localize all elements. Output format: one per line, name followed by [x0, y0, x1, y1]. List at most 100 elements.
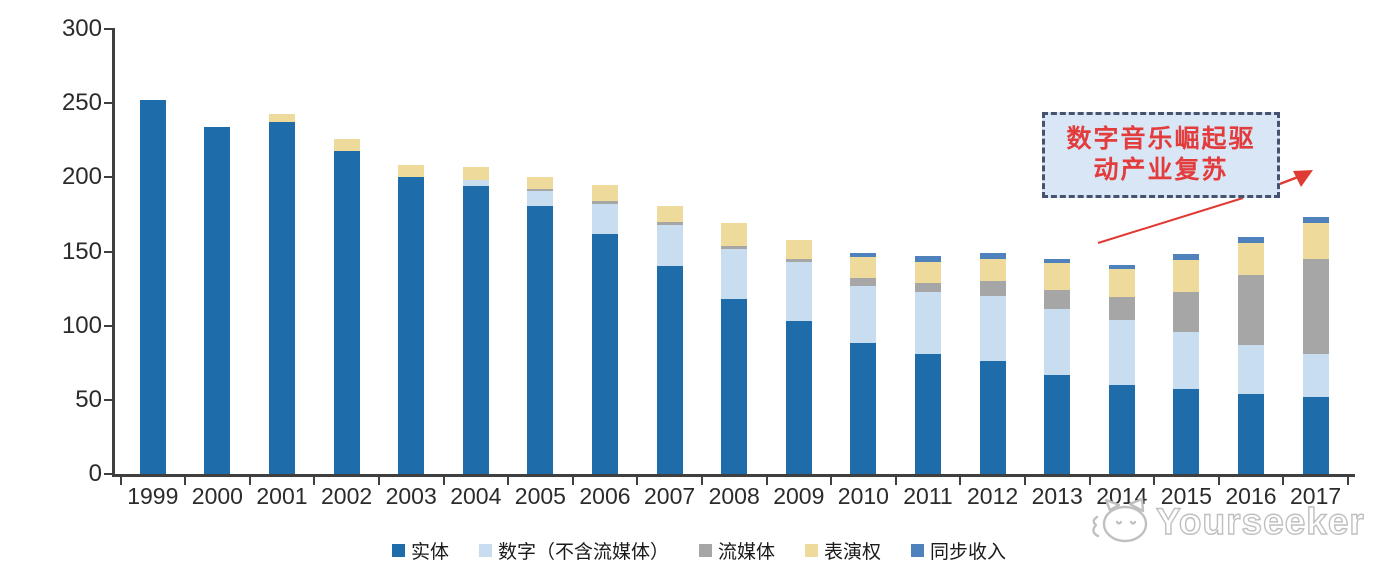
bar-segment-2013-performance-rights [1044, 263, 1071, 291]
x-category-label: 2005 [514, 483, 566, 509]
bar-segment-2017-physical [1302, 396, 1329, 474]
annotation-text-line2: 动产业复苏 [1093, 157, 1229, 184]
watermark: Yourseeker [1088, 498, 1365, 546]
bar-segment-2002-performance-rights [333, 138, 360, 151]
bar-segment-2011-performance-rights [915, 261, 941, 283]
bar-segment-2017-sync-income [1302, 217, 1329, 224]
x-tick [1153, 477, 1156, 485]
bar-segment-2017-streaming [1302, 258, 1329, 354]
bar-segment-2014-streaming [1108, 297, 1135, 320]
bar-segment-2011-digital-excl-streaming [915, 291, 941, 354]
y-tick [104, 324, 113, 327]
annotation-callout-box: 数字音乐崛起驱 动产业复苏 [1042, 112, 1280, 198]
y-tick-label: 250 [61, 89, 102, 117]
x-category-label: 2007 [644, 483, 696, 509]
x-category-label: 2010 [837, 483, 889, 509]
legend-label-sync-income: 同步收入 [930, 542, 1007, 563]
bar-segment-2011-physical [915, 353, 941, 474]
bar-segment-2006-digital-excl-streaming [592, 204, 618, 234]
x-tick [765, 477, 768, 485]
bar-segment-2009-physical [785, 321, 812, 474]
bar-segment-2008-streaming [721, 245, 748, 249]
y-tick [104, 473, 113, 475]
x-category-label: 2016 [1225, 483, 1277, 509]
x-category-label: 2003 [385, 483, 437, 509]
legend-item-performance-rights: 表演权 [805, 537, 881, 564]
bar-segment-2004-digital-excl-streaming [462, 180, 489, 187]
x-category-label: 2009 [773, 483, 825, 509]
bar-segment-2012-sync-income [979, 252, 1006, 259]
y-tick [104, 398, 113, 401]
chart-legend: 实体 数字（不含流媒体） 流媒体 表演权 同步收入 [0, 537, 1398, 564]
x-tick [184, 477, 187, 485]
bar-segment-2016-sync-income [1238, 236, 1264, 243]
bar-segment-2008-physical [721, 298, 748, 474]
bar-segment-2011-sync-income [915, 255, 941, 262]
bar-segment-2015-sync-income [1173, 254, 1200, 261]
bar-segment-2007-digital-excl-streaming [656, 224, 683, 267]
legend-item-digital-excl-streaming: 数字（不含流媒体） [478, 537, 669, 564]
y-tick-label: 200 [61, 163, 102, 191]
legend-item-physical: 实体 [391, 537, 449, 564]
bar-segment-2015-physical [1173, 389, 1200, 474]
y-tick [104, 28, 113, 30]
bar-segment-2015-performance-rights [1173, 260, 1200, 292]
x-tick [119, 477, 122, 485]
x-tick [507, 477, 510, 485]
x-tick [377, 477, 380, 485]
legend-label-streaming: 流媒体 [717, 542, 775, 563]
bar-segment-2017-digital-excl-streaming [1302, 353, 1329, 397]
x-tick [313, 477, 316, 485]
x-tick [1217, 477, 1220, 485]
bar-segment-2012-physical [979, 361, 1006, 474]
legend-marker-performance-rights-icon [805, 544, 818, 557]
x-category-label: 1999 [127, 483, 179, 509]
legend-item-streaming: 流媒体 [698, 537, 775, 564]
bar-segment-2001-physical [269, 122, 295, 474]
bar-segment-2005-digital-excl-streaming [527, 190, 554, 206]
bar-segment-2012-streaming [979, 281, 1006, 296]
x-category-label: 2006 [579, 483, 631, 509]
bar-segment-2007-streaming [656, 221, 683, 225]
bar-segment-2009-digital-excl-streaming [785, 261, 812, 322]
x-axis-line [112, 474, 1355, 477]
legend-label-digital-excl-streaming: 数字（不含流媒体） [497, 542, 669, 563]
bar-segment-2004-physical [462, 186, 489, 474]
bar-segment-2017-performance-rights [1302, 223, 1329, 259]
bar-segment-2008-performance-rights [721, 223, 748, 246]
bar-segment-2014-sync-income [1108, 264, 1135, 270]
x-tick [700, 477, 703, 485]
y-tick-label: 100 [61, 311, 102, 339]
x-tick [636, 477, 639, 485]
callout-leader-line [1097, 197, 1244, 244]
bar-segment-2012-digital-excl-streaming [979, 296, 1006, 362]
y-tick-label: 150 [61, 237, 102, 265]
x-tick [894, 477, 897, 485]
x-tick [1282, 477, 1285, 485]
bar-segment-2006-performance-rights [592, 184, 618, 202]
bar-segment-2009-performance-rights [785, 239, 812, 259]
callout-arrow-line [1276, 175, 1299, 187]
x-category-label: 2015 [1160, 483, 1212, 509]
bar-segment-2016-digital-excl-streaming [1238, 344, 1264, 394]
x-tick [959, 477, 962, 485]
legend-label-physical: 实体 [410, 542, 449, 563]
bar-segment-2013-digital-excl-streaming [1044, 309, 1071, 375]
bar-segment-2015-streaming [1173, 291, 1200, 332]
bar-segment-2010-streaming [850, 278, 877, 286]
y-tick-label: 300 [61, 15, 102, 42]
bar-segment-2012-performance-rights [979, 258, 1006, 282]
bar-segment-2002-physical [333, 150, 360, 474]
x-category-label: 2008 [708, 483, 760, 509]
bar-segment-2009-streaming [785, 258, 812, 262]
bar-segment-2016-physical [1238, 393, 1264, 474]
bar-segment-2014-performance-rights [1108, 269, 1135, 298]
x-category-label: 2012 [967, 483, 1019, 509]
bar-segment-2013-streaming [1044, 290, 1071, 310]
bar-segment-2000-physical [204, 126, 231, 474]
bar-segment-2004-performance-rights [462, 166, 489, 181]
bar-segment-2003-performance-rights [398, 165, 425, 178]
y-tick-label: 50 [75, 385, 102, 413]
bar-segment-2005-streaming [527, 189, 554, 191]
